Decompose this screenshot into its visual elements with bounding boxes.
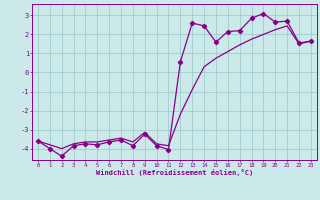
X-axis label: Windchill (Refroidissement éolien,°C): Windchill (Refroidissement éolien,°C) [96,169,253,176]
